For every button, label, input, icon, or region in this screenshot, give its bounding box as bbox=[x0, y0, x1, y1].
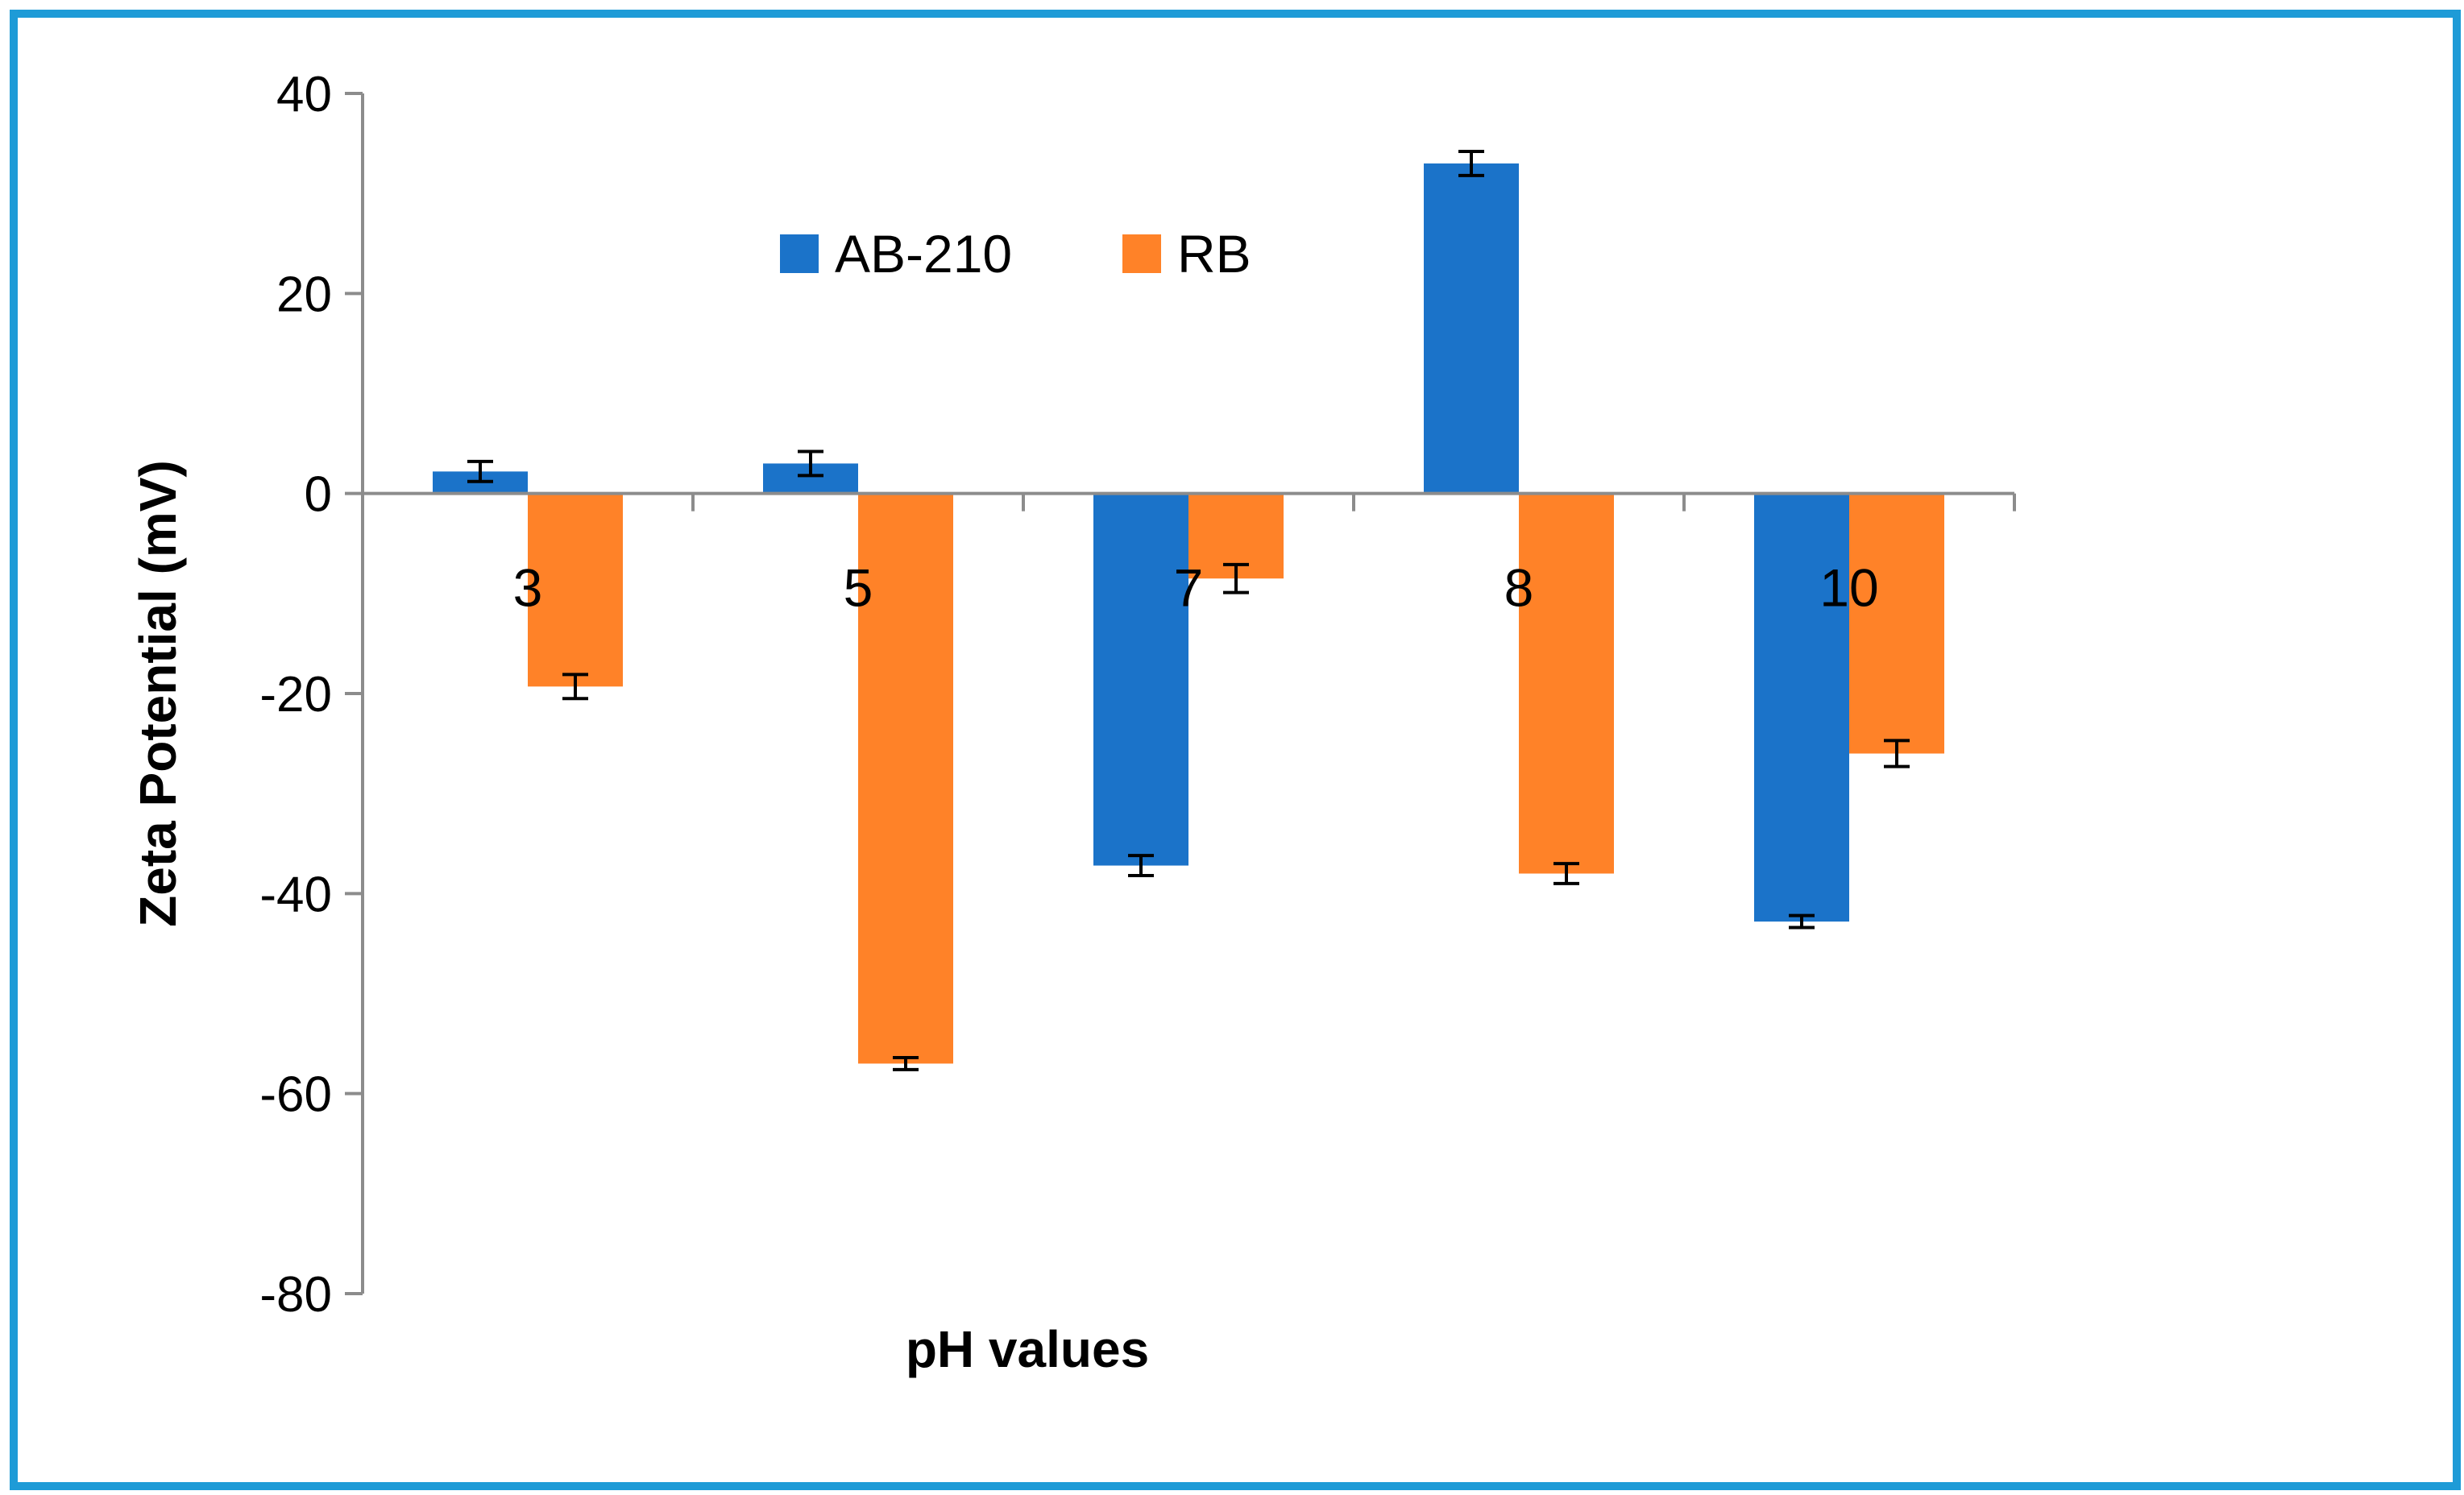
error-bar-rb-ph-8 bbox=[1553, 862, 1579, 885]
chart-frame bbox=[10, 10, 2461, 1490]
bar-rb-ph-3 bbox=[528, 493, 623, 687]
error-bar-rb-ph-10 bbox=[1884, 739, 1910, 768]
error-bars bbox=[467, 150, 1910, 1071]
x-category-label: 10 bbox=[1819, 558, 1878, 618]
y-tick-label: 0 bbox=[305, 467, 332, 523]
y-tick-label: -40 bbox=[259, 867, 332, 922]
x-category-label: 8 bbox=[1504, 558, 1534, 618]
x-axis-title: pH values bbox=[906, 1320, 1149, 1378]
x-axis-ticks bbox=[361, 493, 2016, 511]
y-tick-label: 20 bbox=[276, 267, 332, 322]
y-tick-label: -80 bbox=[259, 1267, 332, 1323]
error-bar-rb-ph-7 bbox=[1223, 562, 1249, 594]
error-bar-rb-ph-3 bbox=[562, 673, 588, 701]
x-category-label: 3 bbox=[513, 558, 543, 618]
x-axis-category-labels: 3 5 7 8 10 bbox=[513, 558, 1879, 618]
bar-ab-210-ph-8 bbox=[1424, 163, 1519, 494]
error-bar-ab-210-ph-7 bbox=[1128, 854, 1154, 877]
bars bbox=[433, 163, 1944, 1064]
error-bar-ab-210-ph-10 bbox=[1789, 913, 1815, 930]
bar-ab-210-ph-10 bbox=[1754, 493, 1849, 922]
bar-ab-210-ph-7 bbox=[1093, 493, 1188, 866]
legend-swatch-ab-210 bbox=[780, 234, 819, 273]
error-bar-ab-210-ph-8 bbox=[1458, 150, 1484, 177]
error-bar-ab-210-ph-3 bbox=[467, 459, 493, 483]
error-bar-ab-210-ph-5 bbox=[798, 449, 823, 478]
bar-rb-ph-5 bbox=[858, 493, 953, 1064]
y-tick-label: 40 bbox=[276, 67, 332, 122]
x-category-label: 7 bbox=[1174, 558, 1204, 618]
legend-label-rb: RB bbox=[1177, 224, 1251, 284]
error-bar-rb-ph-5 bbox=[893, 1055, 919, 1071]
y-axis-ticks: 40 20 0 -20 -40 -60 -80 bbox=[259, 67, 363, 1323]
legend: AB-210 RB bbox=[780, 224, 1251, 284]
bar-rb-ph-10 bbox=[1849, 493, 1944, 754]
x-category-label: 5 bbox=[844, 558, 873, 618]
y-tick-label: -20 bbox=[259, 667, 332, 723]
legend-label-ab-210: AB-210 bbox=[835, 224, 1012, 284]
bar-rb-ph-8 bbox=[1519, 493, 1614, 874]
legend-swatch-rb bbox=[1122, 234, 1161, 273]
y-tick-label: -60 bbox=[259, 1067, 332, 1123]
y-axis-title: Zeta Potential (mV) bbox=[129, 460, 187, 927]
